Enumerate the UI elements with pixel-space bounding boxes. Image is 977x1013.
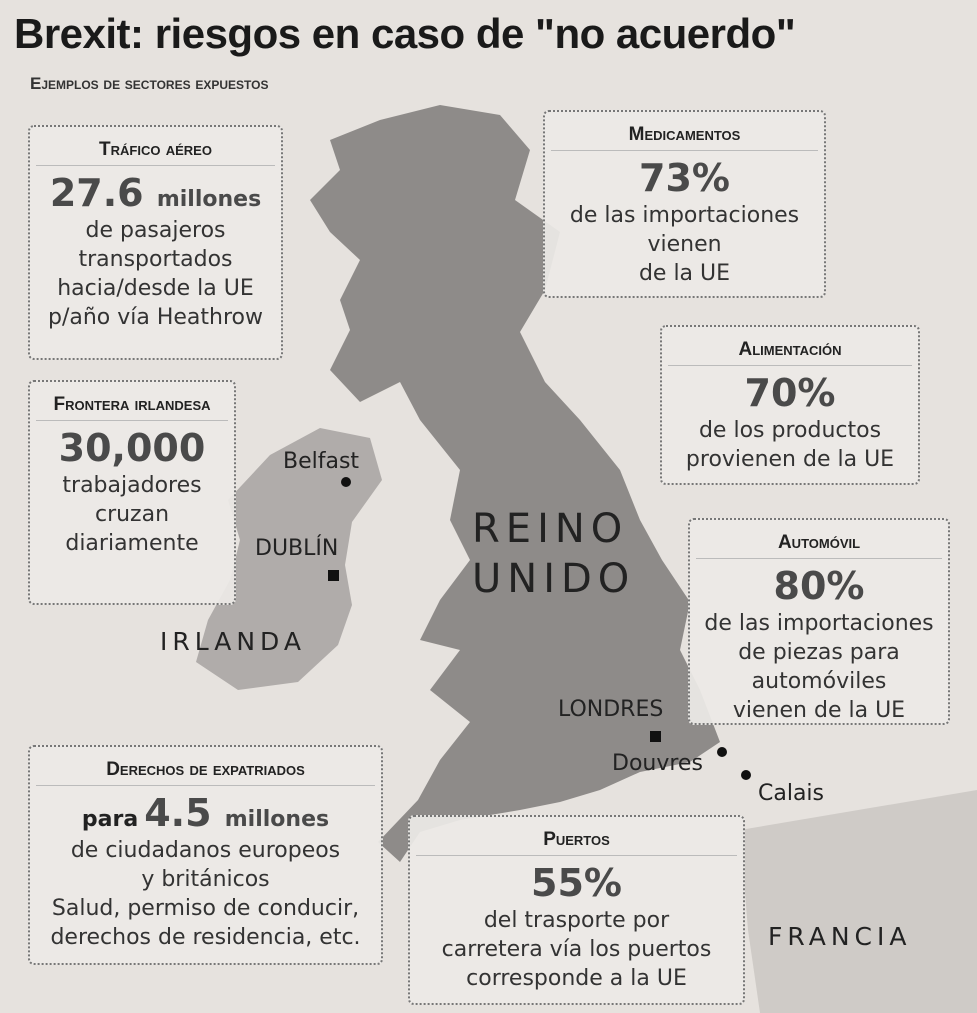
info-box: Frontera irlandesa 30,000 trabajadores cruz… [28,380,236,605]
figure-unit: millones [224,807,330,832]
box-line: vienen de la UE [732,697,906,723]
country-label: FRANCIA [768,922,912,951]
figure-value: 55% [531,861,622,905]
dover-dot [717,747,727,757]
box-line: de las importaciones [569,202,800,228]
box-line: del trasporte por [483,907,670,933]
figure-value: 70% [744,371,836,415]
city-label: LONDRES [558,697,664,722]
info-box: Derechos de expatriados para 4.5 millones d… [28,745,383,965]
city-label: Douvres [612,751,703,776]
box-figure: 70% [668,371,912,416]
box-line: p/año vía Heathrow [47,304,263,330]
dublin-marker [328,570,339,581]
box-line: cruzan [94,501,170,527]
box-line: de ciudadanos europeos [70,837,341,863]
box-line: de las importaciones [704,610,934,636]
box-heading: Alimentación [668,339,912,366]
box-heading: Automóvil [696,532,942,559]
box-line: carretera vía los puertos [441,936,712,962]
box-line: automóviles [751,668,887,694]
box-line: diariamente [65,530,199,556]
box-figure: 30,000 [36,426,228,471]
london-marker [650,731,661,742]
belfast-dot [341,477,351,487]
box-line: y británicos [141,866,270,892]
figure-value: 30,000 [58,426,206,470]
box-line: de pasajeros [85,217,226,243]
box-heading: Frontera irlandesa [36,394,228,421]
box-line: de la UE [638,260,731,286]
box-heading: Puertos [416,829,737,856]
box-line: Salud, permiso de conducir, [51,895,360,921]
info-box: Tráfico aéreo 27.6 millones de pasajeros tr… [28,125,283,360]
country-label: UNIDO [472,556,636,602]
info-box: Automóvil 80% de las importaciones de pieza… [688,518,950,725]
box-line: de los productos [698,417,882,443]
box-heading: Medicamentos [551,124,818,151]
info-box: Puertos 55% del trasporte por carretera vía… [408,815,745,1005]
subtitle: Ejemplos de sectores expuestos [30,74,269,93]
box-figure: 27.6 millones [36,171,275,216]
box-line: trabajadores [62,472,202,498]
box-line: de piezas para [738,639,900,665]
box-line: hacia/desde la UE [57,275,254,301]
figure-value: 80% [773,564,865,608]
country-label: REINO [472,506,629,552]
box-figure: 55% [416,861,737,906]
calais-dot [741,770,751,780]
figure-prefix: para [81,807,139,832]
box-heading: Derechos de expatriados [36,759,375,786]
city-label: DUBLÍN [255,536,339,561]
figure-value: 4.5 [144,791,212,835]
figure-value: 73% [639,156,730,200]
great-britain [310,105,720,862]
box-line: corresponde a la UE [466,965,687,991]
info-box: Alimentación 70% de los productos provienen… [660,325,920,485]
country-label: IRLANDA [160,627,306,656]
city-label: Calais [758,781,825,806]
box-heading: Tráfico aéreo [36,139,275,166]
title: Brexit: riesgos en caso de "no acuerdo" [14,10,796,57]
box-line: vienen [647,231,722,257]
box-figure: 73% [551,156,818,201]
box-line: derechos de residencia, etc. [50,924,361,950]
figure-value: 27.6 [49,171,144,215]
figure-unit: millones [156,187,262,212]
france [740,790,977,1013]
box-line: provienen de la UE [685,446,895,472]
ireland [196,428,382,690]
box-line: transportados [78,246,233,272]
info-box: Medicamentos 73% de las importaciones viene… [543,110,826,298]
box-figure: 80% [696,564,942,609]
box-figure: para 4.5 millones [36,791,375,836]
city-label: Belfast [283,449,360,474]
